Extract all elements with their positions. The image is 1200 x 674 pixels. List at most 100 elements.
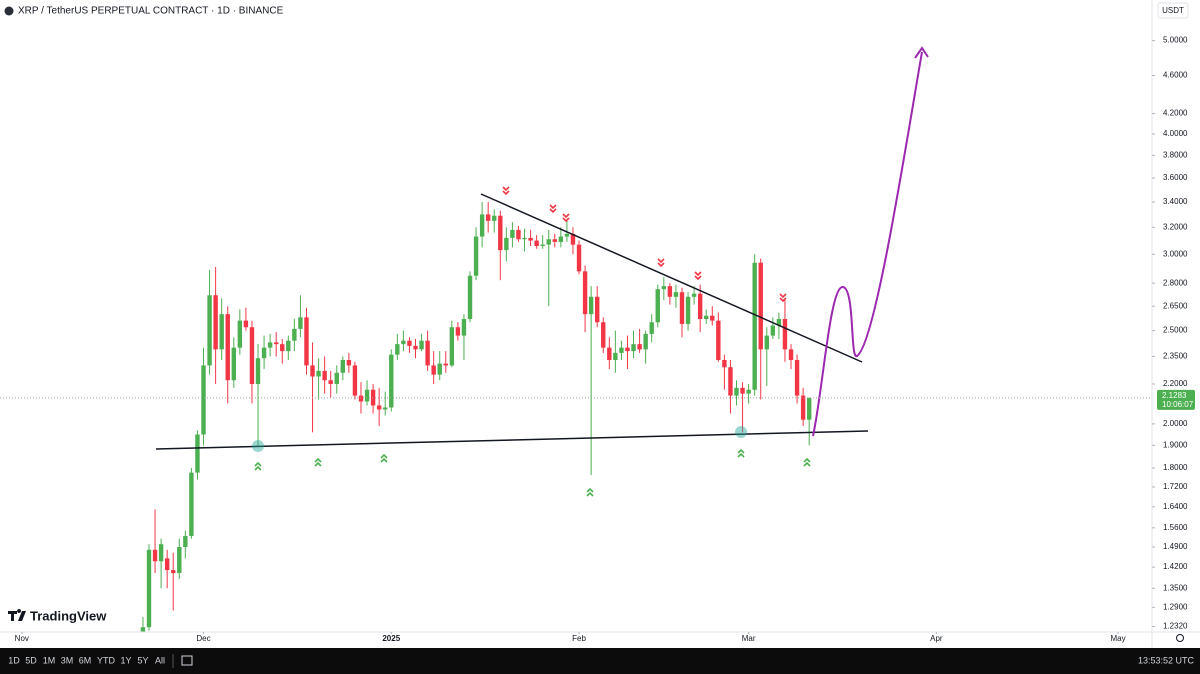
range-buttons: 1D 5D 1M 3M 6M YTD 1Y 5Y All <box>8 655 165 665</box>
candle-body <box>740 387 745 394</box>
candle-body <box>479 214 485 237</box>
candle-body <box>546 239 551 245</box>
candle-body <box>437 363 442 375</box>
calendar-icon[interactable] <box>181 655 193 666</box>
symbol-icon <box>4 6 14 16</box>
candle-body <box>389 354 394 408</box>
range-button[interactable]: 1D <box>8 655 20 665</box>
candle-body <box>461 318 467 336</box>
candle-body <box>383 407 388 410</box>
candle-body <box>298 317 303 329</box>
y-tick-label: 3.4000 <box>1163 197 1188 206</box>
sell-marker <box>502 186 510 196</box>
candle-body <box>498 215 503 251</box>
range-button[interactable]: 5D <box>25 655 37 665</box>
candle-body <box>401 340 406 345</box>
range-button[interactable]: 6M <box>79 655 92 665</box>
range-button[interactable]: All <box>155 655 165 665</box>
candle-body <box>213 295 218 350</box>
y-tick-label: 1.3500 <box>1163 583 1188 592</box>
candle-body <box>540 244 545 247</box>
candle-body <box>788 349 794 361</box>
candle-body <box>794 360 800 396</box>
candle-body <box>691 293 697 297</box>
candle-body <box>358 395 364 402</box>
buy-marker <box>803 457 811 467</box>
candle-body <box>249 327 255 385</box>
candle-body <box>770 325 776 336</box>
candle-body <box>152 549 158 562</box>
y-tick-label: 5.0000 <box>1163 36 1188 45</box>
candle-body <box>419 340 424 350</box>
range-button[interactable]: 5Y <box>137 655 148 665</box>
candle-body <box>376 405 382 410</box>
range-button[interactable]: 1M <box>43 655 56 665</box>
range-button[interactable]: 1Y <box>120 655 131 665</box>
settings-icon[interactable] <box>1176 634 1184 642</box>
candle-body <box>195 434 200 473</box>
candle-body <box>370 389 376 406</box>
candle-body <box>685 296 691 324</box>
currency-button[interactable] <box>1157 2 1189 19</box>
y-tick-label: 1.9000 <box>1163 440 1188 449</box>
candle-body <box>304 317 309 366</box>
y-tick-label: 1.6400 <box>1163 502 1188 511</box>
candle-body <box>679 292 685 324</box>
sell-marker <box>779 293 787 303</box>
candle-body <box>625 347 630 352</box>
candle-body <box>346 360 352 366</box>
projection-curve <box>812 51 923 437</box>
candle-body <box>473 236 479 276</box>
buy-marker <box>586 487 594 497</box>
y-tick-label: 3.6000 <box>1163 173 1188 182</box>
candle-body <box>425 340 430 366</box>
range-button[interactable]: YTD <box>97 655 116 665</box>
sell-marker <box>549 204 557 214</box>
x-tick-label: May <box>1111 634 1126 643</box>
candle-body <box>613 352 618 361</box>
candle-body <box>806 397 812 420</box>
candle-body <box>516 229 521 240</box>
candle-body <box>582 271 588 315</box>
candle-body <box>800 395 806 420</box>
candle-body <box>322 370 327 381</box>
candle-body <box>164 558 170 571</box>
candle-body <box>510 229 515 238</box>
toolbar <box>0 648 1200 674</box>
y-tick-label: 1.4900 <box>1163 542 1188 551</box>
candle-body <box>334 372 339 385</box>
y-tick-label: 2.0000 <box>1163 419 1188 428</box>
candle-body <box>485 214 491 221</box>
range-button[interactable]: 3M <box>61 655 74 665</box>
candle-body <box>177 547 182 574</box>
candle-body <box>231 347 236 381</box>
candle-body <box>504 237 509 251</box>
candle-body <box>352 365 358 396</box>
x-tick-label: Dec <box>196 634 210 643</box>
countdown: 10:06:07 <box>1162 400 1194 409</box>
candle-body <box>273 342 279 345</box>
currency-label[interactable]: USDT <box>1162 6 1184 15</box>
x-tick-label: 2025 <box>382 634 400 643</box>
y-tick-label: 1.4200 <box>1163 562 1188 571</box>
candle-body <box>734 387 739 396</box>
candle-body <box>171 570 176 574</box>
y-tick-label: 2.5000 <box>1163 326 1188 335</box>
candle-body <box>588 296 594 315</box>
y-tick-label: 2.2000 <box>1163 379 1188 388</box>
candle-body <box>558 236 564 242</box>
candle-body <box>455 327 461 336</box>
candle-body <box>255 358 261 385</box>
candle-body <box>286 340 291 352</box>
buy-marker <box>737 448 745 458</box>
touch-circle <box>735 426 747 438</box>
sell-marker <box>562 213 570 223</box>
projection-arrow <box>914 46 929 59</box>
candle-body <box>328 380 333 385</box>
y-tick-label: 4.2000 <box>1163 109 1188 118</box>
x-tick-label: Feb <box>572 634 586 643</box>
candle-body <box>576 244 582 272</box>
candle-body <box>534 240 539 247</box>
